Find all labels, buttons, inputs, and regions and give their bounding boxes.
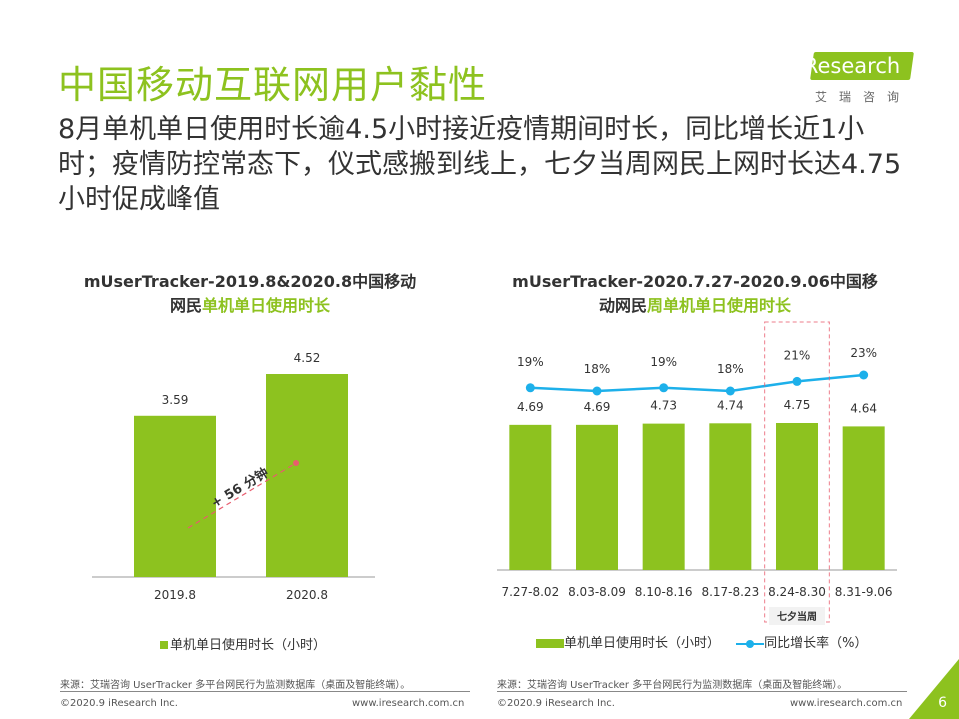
logo-prefix: i xyxy=(798,54,804,78)
data-label: 4.73 xyxy=(650,399,677,413)
left-chart-title-dark: 网民 xyxy=(169,296,202,315)
data-label: 4.64 xyxy=(850,401,877,415)
page-subtitle: 8月单机单日使用时长逾4.5小时接近疫情期间时长，同比增长近1小时；疫情防控常态… xyxy=(58,114,902,215)
tick-label: 8.17-8.23 xyxy=(701,585,759,599)
left-source: 来源：艾瑞咨询 UserTracker 多平台网民行为监测数据库（桌面及智能终端… xyxy=(60,680,411,691)
left-copyright: ©2020.9 iResearch Inc. xyxy=(60,698,178,709)
page-title: 中国移动互联网用户黏性 xyxy=(58,63,488,107)
page-corner xyxy=(909,659,959,719)
right-copyright: ©2020.9 iResearch Inc. xyxy=(497,698,615,709)
bar xyxy=(576,424,618,570)
tick-label: 2019.8 xyxy=(154,588,196,602)
right-url: www.iresearch.com.cn xyxy=(790,698,903,709)
right-legend: 单机单日使用时长（小时） 同比增长率（%） xyxy=(536,632,868,651)
page-number: 6 xyxy=(938,695,947,711)
growth-rate-point xyxy=(525,383,535,393)
highlight-label-bg xyxy=(769,607,825,625)
left-legend-label: 单机单日使用时长（小时） xyxy=(170,638,327,653)
left-footer-divider xyxy=(60,691,470,692)
right-footer-divider xyxy=(497,691,907,692)
right-chart-title-line2: 动网民周单机单日使用时长 xyxy=(490,294,900,318)
data-label: 4.75 xyxy=(784,398,811,412)
growth-rate-point xyxy=(792,376,802,386)
legend-bar-swatch xyxy=(536,639,564,648)
growth-rate-point xyxy=(859,370,869,380)
right-legend-line-label: 同比增长率（%） xyxy=(764,636,868,651)
left-url: www.iresearch.com.cn xyxy=(352,698,465,709)
logo: iResearch xyxy=(798,54,900,78)
left-chart-title-line2: 网民单机单日使用时长 xyxy=(40,294,460,318)
growth-rate-line xyxy=(530,373,864,393)
growth-rate-label: 21% xyxy=(784,348,811,362)
data-label: 3.59 xyxy=(162,393,189,407)
right-chart-plot: 4.69 7.27-8.02 4.69 8.03-8.09 4.73 8.10-8.16 4… xyxy=(497,321,897,625)
growth-rate-label: 23% xyxy=(850,346,877,360)
growth-rate-label: 19% xyxy=(650,355,677,369)
highlight-label: 七夕当周 xyxy=(777,610,817,623)
growth-arrow-head xyxy=(293,460,299,466)
growth-rate-point xyxy=(592,386,602,396)
right-chart-title-dark: 动网民 xyxy=(598,296,647,315)
tick-label: 8.31-9.06 xyxy=(835,585,893,599)
bar xyxy=(842,426,885,570)
bar xyxy=(776,423,818,570)
right-source: 来源：艾瑞咨询 UserTracker 多平台网民行为监测数据库（桌面及智能终端… xyxy=(497,680,848,691)
tick-label: 8.24-8.30 xyxy=(768,585,826,599)
bar xyxy=(509,424,552,570)
right-chart-title-green: 周单机单日使用时长 xyxy=(647,296,792,315)
growth-arrow xyxy=(187,462,297,529)
tick-label: 8.10-8.16 xyxy=(635,585,693,599)
left-chart-title-green: 单机单日使用时长 xyxy=(202,296,331,315)
legend-line-swatch xyxy=(736,639,765,649)
data-label: 4.52 xyxy=(294,351,321,365)
right-chart-title: mUserTracker-2020.7.27-2020.9.06中国移 动网民周… xyxy=(490,270,900,318)
data-label: 4.69 xyxy=(584,400,611,414)
data-label: 4.74 xyxy=(717,398,744,412)
growth-rate-label: 18% xyxy=(584,362,611,376)
bar xyxy=(642,423,685,570)
right-legend-bar-label: 单机单日使用时长（小时） xyxy=(564,636,721,651)
growth-rate-point xyxy=(659,383,669,393)
legend-bar-swatch xyxy=(160,641,168,649)
logo-cn: 艾瑞咨询 xyxy=(815,90,912,104)
data-label: 4.69 xyxy=(517,400,544,414)
bar xyxy=(266,374,348,577)
growth-rate-label: 18% xyxy=(717,362,744,376)
bar xyxy=(134,415,216,577)
right-chart-title-line1: mUserTracker-2020.7.27-2020.9.06中国移 xyxy=(512,272,878,291)
logo-name: Research xyxy=(803,54,901,78)
growth-rate-point xyxy=(725,386,735,396)
left-chart-title: mUserTracker-2019.8&2020.8中国移动 网民单机单日使用时… xyxy=(40,270,460,318)
tick-label: 7.27-8.02 xyxy=(501,585,559,599)
growth-rate-label: 19% xyxy=(517,355,544,369)
tick-label: 8.03-8.09 xyxy=(568,585,626,599)
left-legend: 单机单日使用时长（小时） xyxy=(160,634,326,653)
left-chart-title-line1: mUserTracker-2019.8&2020.8中国移动 xyxy=(83,272,417,291)
tick-label: 2020.8 xyxy=(286,588,328,602)
bar xyxy=(709,423,752,570)
